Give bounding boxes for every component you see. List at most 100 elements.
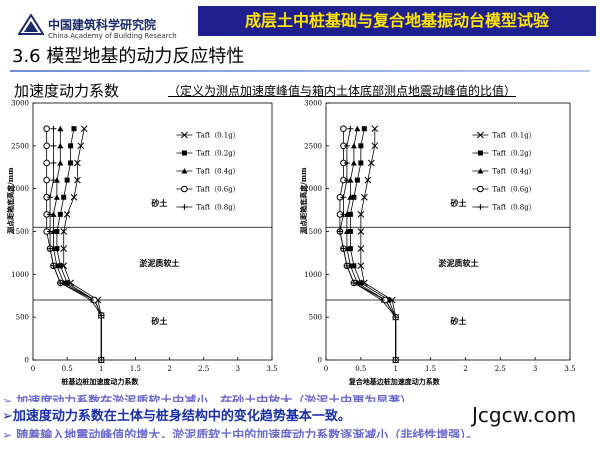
- data-point: [71, 126, 77, 132]
- y-tick-label: 1000: [304, 271, 322, 279]
- data-point: [61, 194, 67, 200]
- x-tick-label: 1.5: [425, 365, 436, 373]
- series-line: [49, 128, 102, 360]
- data-point: [47, 194, 54, 201]
- data-point: [364, 176, 372, 184]
- legend-marker: [181, 131, 188, 139]
- x-tick-label: 3.5: [266, 365, 277, 373]
- legend-entry-label: Taft（0.2g）: [492, 150, 535, 158]
- legend-entry-label: Taft（0.8g）: [196, 204, 239, 212]
- data-point: [347, 125, 354, 132]
- legend-entry-label: Taft（0.6g）: [492, 186, 535, 194]
- data-point: [70, 193, 78, 201]
- y-axis-label: 测点距箱底高度/mm: [299, 167, 308, 234]
- data-point: [358, 143, 364, 149]
- title-banner: 成层土中桩基础与复合地基振动台模型试验: [198, 6, 596, 36]
- data-point: [350, 279, 357, 286]
- data-point: [80, 125, 88, 133]
- data-point: [60, 245, 68, 252]
- data-point: [43, 176, 50, 184]
- bullet-point-1: ➢ 加速度动力系数在淤泥质软土中减小，在砂土中放大（淤泥土中更为显著）。: [2, 394, 419, 402]
- data-point: [50, 125, 57, 132]
- data-point: [43, 125, 50, 133]
- series-4: [43, 125, 105, 364]
- data-point: [50, 159, 57, 166]
- data-point: [47, 228, 54, 235]
- legend-marker: [477, 168, 484, 174]
- logo-name-cn: 中国建筑科学研究院: [48, 18, 157, 32]
- legend-marker: [181, 185, 188, 193]
- subtitle-definition: （定义为测点加速度峰值与箱内土体底部测点地震动峰值的比值）: [168, 84, 517, 98]
- x-tick-label: 2.5: [495, 365, 506, 373]
- data-point: [50, 177, 57, 184]
- watermark-text: Jcgcw.com: [472, 403, 577, 427]
- section-title: 3.6 模型地基的动力反应特性: [12, 46, 245, 67]
- x-tick-label: 3.5: [564, 365, 575, 373]
- data-point: [54, 229, 60, 234]
- soil-layer-label: 淤泥质软土: [438, 258, 478, 268]
- data-point: [50, 228, 57, 234]
- legend-entry-label: Taft（0.1g）: [196, 132, 239, 140]
- logo-emblem-icon: [18, 14, 44, 35]
- data-point: [392, 357, 399, 363]
- x-tick-label: 2: [463, 365, 467, 373]
- data-point: [343, 177, 350, 184]
- title-divider: [10, 70, 590, 72]
- data-point: [57, 263, 63, 269]
- chart-1-legend: Taft（0.1g） Taft（0.2g） Taft（0.4g） Taft（0.6g）…: [176, 131, 240, 212]
- series-5: [336, 125, 399, 363]
- data-point: [74, 159, 81, 167]
- legend-entry-label: Taft（0.1g）: [492, 132, 535, 140]
- y-tick-label: 1000: [11, 271, 29, 279]
- data-point: [360, 193, 368, 201]
- data-point: [378, 297, 385, 304]
- y-tick-label: 500: [16, 314, 29, 322]
- data-point: [98, 357, 105, 363]
- data-point: [340, 211, 347, 218]
- chart-2-plot-frame: [325, 102, 571, 361]
- x-tick-label: 1.5: [130, 365, 141, 373]
- data-point: [351, 194, 357, 200]
- data-point: [68, 143, 74, 149]
- data-point: [350, 142, 357, 149]
- data-point: [351, 263, 357, 269]
- data-point: [47, 211, 54, 218]
- x-axis-label: 复合地基边桩加速度动力系数: [348, 377, 441, 386]
- soil-layer-label: 砂土: [449, 198, 466, 208]
- slide-title: 成层土中桩基础与复合地基振动台模型试验: [244, 11, 549, 30]
- x-tick-label: 2: [167, 365, 171, 373]
- chart-2-legend: Taft（0.1g） Taft（0.2g） Taft（0.4g） Taft（0.6g）…: [472, 132, 536, 212]
- data-point: [60, 228, 68, 235]
- data-point: [77, 142, 85, 150]
- legend-entry-label: Taft（0.2g）: [196, 150, 239, 158]
- data-point: [347, 177, 354, 183]
- data-point: [57, 125, 64, 132]
- data-point: [354, 177, 360, 183]
- data-point: [64, 280, 70, 286]
- x-axis-label: 桩基边桩加速度动力系数: [61, 377, 139, 386]
- legend-marker: [477, 150, 483, 156]
- data-point: [57, 159, 64, 166]
- data-point: [343, 211, 350, 217]
- data-point: [336, 228, 343, 235]
- data-point: [340, 245, 347, 252]
- data-point: [98, 312, 105, 319]
- data-point: [50, 142, 57, 149]
- y-tick-label: 2000: [11, 185, 29, 193]
- data-point: [43, 142, 50, 150]
- data-point: [63, 211, 71, 218]
- chart-2: 0 500 1000 1500 2000 2500 3000 0 0.5 1 1.5 2 2.5 3 3.5…: [299, 100, 576, 387]
- data-point: [43, 159, 50, 167]
- data-point: [357, 245, 365, 252]
- data-point: [347, 246, 353, 252]
- series-1: [357, 125, 400, 364]
- series-line: [349, 128, 397, 360]
- data-point: [68, 160, 74, 166]
- data-point: [340, 194, 347, 201]
- slide-header: 中国建筑科学研究院 China Academy of Building Rese…: [0, 0, 600, 40]
- bullet-point-2: ➢加速度动力系数在土体与桩身结构中的变化趋势基本一致。: [2, 409, 351, 424]
- soil-layer-label: 砂土: [150, 316, 167, 326]
- x-tick-label: 0: [324, 365, 328, 373]
- data-point: [361, 126, 367, 132]
